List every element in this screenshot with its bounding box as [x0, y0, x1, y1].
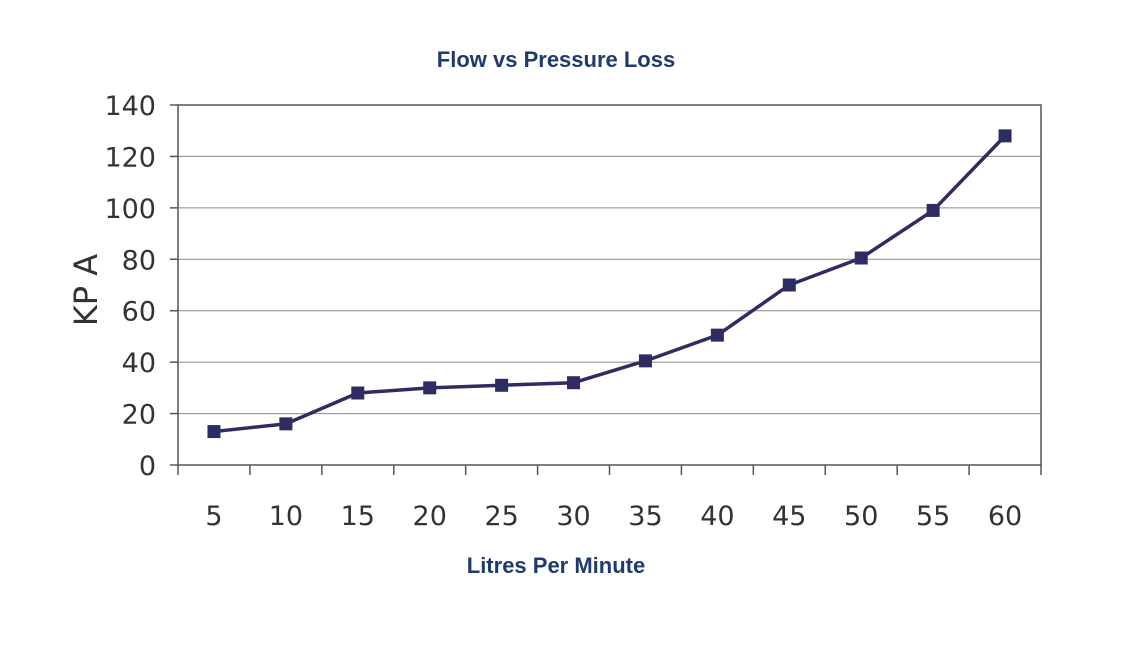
y-tick-label: 40 — [122, 348, 156, 379]
y-tick-label: 100 — [104, 194, 156, 225]
axes — [170, 104, 1042, 475]
grid — [178, 155, 1041, 415]
x-tick-label: 55 — [916, 501, 950, 532]
y-tick-label: 60 — [122, 297, 156, 328]
data-point-marker — [926, 203, 940, 217]
plot-area — [177, 104, 1042, 466]
x-tick-label: 10 — [269, 501, 303, 532]
chart-title: Flow vs Pressure Loss — [437, 47, 675, 72]
y-tick-label: 80 — [122, 245, 156, 276]
y-tick-label: 0 — [139, 451, 156, 482]
y-axis-label: KP A — [67, 254, 105, 326]
x-tick-label: 25 — [484, 501, 518, 532]
x-tick-label: 50 — [844, 501, 878, 532]
data-point-marker — [423, 381, 437, 395]
x-tick-label: 45 — [772, 501, 806, 532]
x-tick-labels: 5 10 15 20 25 30 35 40 45 50 55 60 — [205, 501, 1022, 532]
data-point-marker — [495, 378, 509, 392]
series-line — [213, 134, 1007, 434]
y-tick-label: 140 — [104, 91, 156, 122]
data-point-marker — [351, 386, 365, 400]
data-point-marker — [207, 425, 221, 439]
x-tick-label: 35 — [628, 501, 662, 532]
data-point-marker — [998, 129, 1012, 143]
series — [207, 129, 1012, 439]
data-point-marker — [638, 354, 652, 368]
data-point-marker — [567, 376, 581, 390]
data-point-marker — [782, 278, 796, 292]
data-point-marker — [710, 328, 724, 342]
data-point-marker — [854, 251, 868, 265]
x-tick-label: 5 — [205, 501, 222, 532]
x-tick-label: 15 — [341, 501, 375, 532]
x-tick-label: 20 — [413, 501, 447, 532]
y-tick-label: 20 — [122, 400, 156, 431]
x-axis-label: Litres Per Minute — [467, 553, 645, 578]
y-tick-label: 120 — [104, 142, 156, 173]
y-tick-labels: 0 20 40 60 80 100 120 140 — [104, 91, 156, 482]
x-tick-label: 30 — [556, 501, 590, 532]
x-tick-label: 40 — [700, 501, 734, 532]
x-tick-label: 60 — [988, 501, 1022, 532]
data-point-marker — [279, 417, 293, 431]
